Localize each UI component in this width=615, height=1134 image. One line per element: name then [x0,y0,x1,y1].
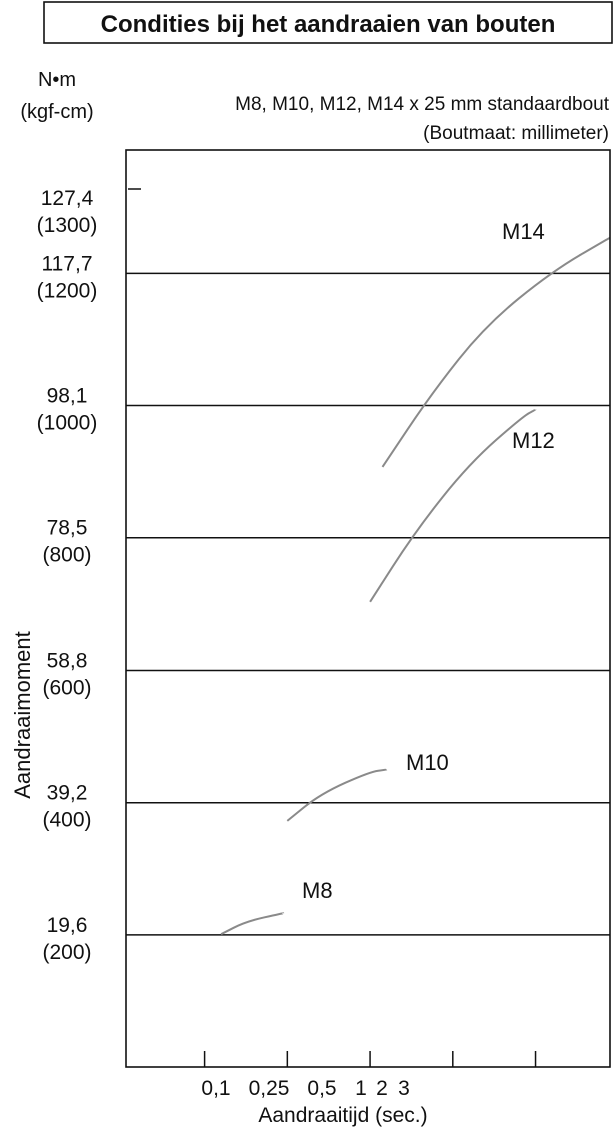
x-tick-label: 1 [355,1077,367,1100]
y-tick-label: 39,2 [47,782,88,805]
series-label-m8: M8 [302,878,333,903]
y-tick-label: 19,6 [47,914,88,937]
title-box [43,1,613,44]
series-group: M8 M10 M12 M14 [220,219,611,936]
x-tick-label: 0,5 [307,1077,336,1100]
y-tick-label: 98,1 [47,385,88,408]
y-tick-kgf-label: (200) [42,941,91,964]
series-line-m8 [220,912,285,936]
plot-frame [125,149,611,1068]
chart-title: Condities bij het aandraaien van bouten [101,11,556,38]
chart-subtitle: M8, M10, M12, M14 x 25 mm standaardbout [235,94,610,115]
series-label-m10: M10 [406,750,449,775]
x-axis-ticks: 0,1 0,25 0,5 1 2 3 [201,1051,537,1100]
series-line-m14 [381,236,611,468]
y-tick-kgf-label: (1000) [37,412,98,435]
series-label-m14: M14 [502,219,545,244]
y-unit-kgf: (kgf-cm) [20,101,93,123]
x-tick-label: 0,25 [249,1077,290,1100]
gridlines [126,272,610,936]
y-tick-kgf-label: (1200) [37,279,98,302]
y-tick-label: 78,5 [47,517,88,540]
x-tick-label: 0,1 [201,1077,230,1100]
y-tick-label: 127,4 [41,187,94,210]
y-tick-label: 58,8 [47,650,88,673]
series-line-m10 [286,768,388,822]
y-tick-kgf-label: (600) [42,677,91,700]
y-axis-label: Aandraaimoment [10,631,35,799]
chart-subtitle-note: (Boutmaat: millimeter) [423,123,609,144]
y-axis-ticks: 127,4 (1300) 117,7 (1200) 98,1 (1000) 78,5 (800… [37,187,98,964]
y-tick-kgf-label: (1300) [37,214,98,237]
y-tick-kgf-label: (400) [42,809,91,832]
y-tick-label: 117,7 [42,252,93,275]
x-tick-label: 3 [398,1077,410,1100]
series-label-m12: M12 [512,428,555,453]
x-axis-label: Aandraaitijd (sec.) [258,1104,427,1127]
y-tick-kgf-label: (800) [42,544,91,567]
y-unit-nm: N•m [38,69,76,91]
series-line-m12 [369,408,537,603]
x-tick-label: 2 [376,1077,388,1100]
